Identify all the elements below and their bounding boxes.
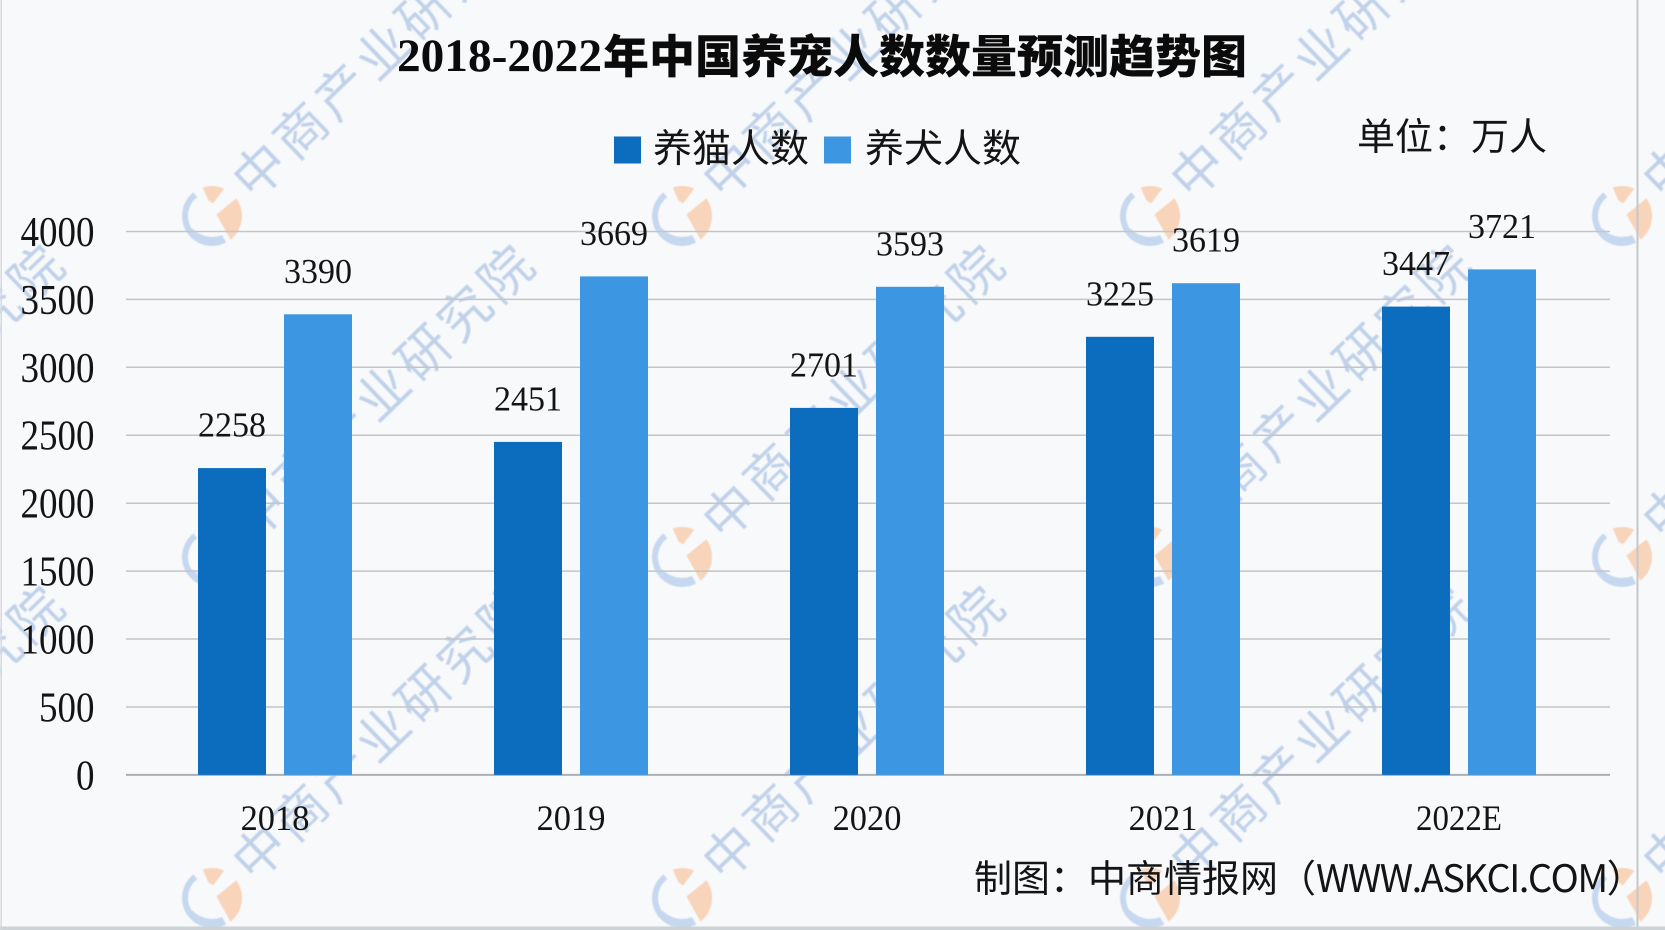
svg-text:2258: 2258 [198,406,266,445]
svg-text:1500: 1500 [21,550,95,596]
svg-text:2020: 2020 [833,798,902,838]
svg-text:2018-2022: 2018-2022 [397,30,602,82]
svg-text:4000: 4000 [21,210,95,256]
svg-text:1000: 1000 [21,618,95,664]
svg-text:2018: 2018 [241,798,310,838]
svg-text:3390: 3390 [284,252,352,291]
svg-text:3669: 3669 [580,214,648,253]
svg-text:2000: 2000 [21,482,95,528]
svg-text:2019: 2019 [537,798,606,838]
svg-text:2701: 2701 [790,345,858,384]
svg-text:3500: 3500 [21,278,95,324]
svg-text:3721: 3721 [1468,207,1536,246]
svg-text:3593: 3593 [876,224,944,263]
svg-text:2451: 2451 [494,379,562,418]
svg-text:3225: 3225 [1086,274,1154,313]
svg-text:3447: 3447 [1382,244,1450,283]
svg-text:2500: 2500 [21,414,95,460]
svg-text:2021: 2021 [1129,798,1198,838]
svg-text:500: 500 [39,686,95,732]
svg-text:3000: 3000 [21,346,95,392]
svg-text:2022E: 2022E [1416,798,1502,838]
svg-text:0: 0 [76,753,95,799]
svg-text:3619: 3619 [1172,221,1240,260]
